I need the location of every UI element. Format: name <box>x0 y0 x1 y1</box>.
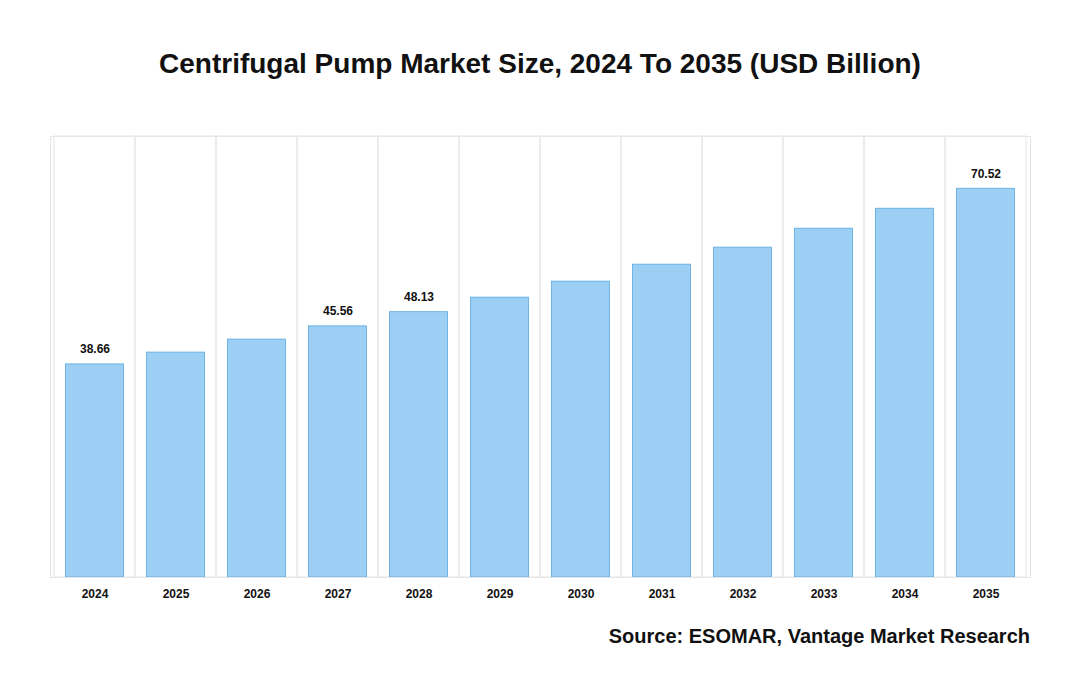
svg-text:2032: 2032 <box>730 587 757 601</box>
svg-text:2029: 2029 <box>487 587 514 601</box>
svg-text:2028: 2028 <box>406 587 433 601</box>
svg-text:2026: 2026 <box>244 587 271 601</box>
svg-text:48.13: 48.13 <box>404 290 434 304</box>
svg-text:2034: 2034 <box>892 587 919 601</box>
svg-text:45.56: 45.56 <box>323 304 353 318</box>
svg-text:2027: 2027 <box>325 587 352 601</box>
svg-text:2025: 2025 <box>163 587 190 601</box>
svg-text:2033: 2033 <box>811 587 838 601</box>
svg-text:2035: 2035 <box>973 587 1000 601</box>
svg-text:2031: 2031 <box>649 587 676 601</box>
svg-text:2030: 2030 <box>568 587 595 601</box>
html-text:Centrifugal Pump Market Size,: Centrifugal Pump Market Size, 2024 To 20… <box>159 48 921 79</box>
svg-text:2024: 2024 <box>82 587 109 601</box>
html-text:Source: ESOMAR, Vantage Market: Source: ESOMAR, Vantage Market Research <box>608 625 1030 647</box>
svg-text:70.52: 70.52 <box>971 167 1001 181</box>
svg-text:38.66: 38.66 <box>80 342 110 356</box>
